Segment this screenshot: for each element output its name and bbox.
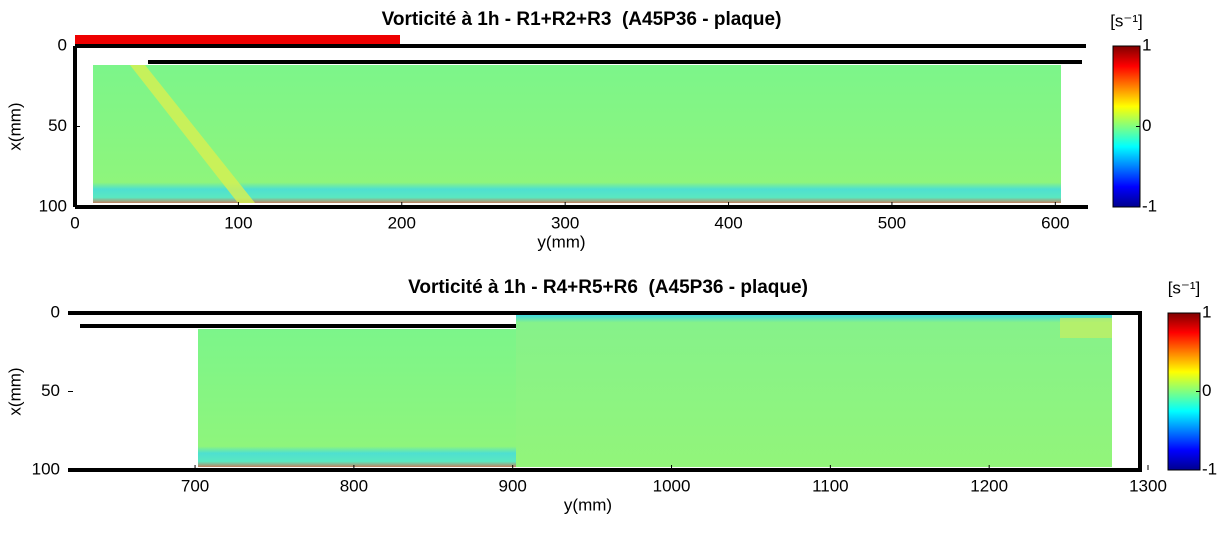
chart-title: Vorticité à 1h - R4+R5+R6 (A45P36 - plaq… — [408, 277, 808, 298]
chart-title: Vorticité à 1h - R1+R2+R3 (A45P36 - plaq… — [382, 9, 782, 30]
vortex-region — [1060, 318, 1112, 338]
y-tick-label: 50 — [41, 381, 60, 400]
colorbar-tick-label: 1 — [1202, 302, 1211, 321]
x-tick-label: 800 — [340, 476, 368, 495]
y-tick-label: 100 — [32, 459, 60, 478]
x-tick-label: 200 — [388, 213, 416, 232]
y-tick-label: 100 — [39, 196, 67, 215]
x-tick-label: 600 — [1041, 213, 1069, 232]
colorbar-tick-label: 1 — [1142, 35, 1151, 54]
x-tick-label: 0 — [70, 213, 79, 232]
colorbar-label: [s⁻¹] — [1168, 278, 1201, 297]
vortex-band — [130, 65, 255, 203]
colorbar-label: [s⁻¹] — [1110, 11, 1143, 30]
colorbar-tick-label: -1 — [1202, 459, 1217, 478]
colorbar-tick-label: 0 — [1202, 381, 1211, 400]
y-tick-label: 0 — [51, 302, 60, 321]
y-tick-label: 50 — [48, 116, 67, 135]
colorbar — [1167, 312, 1201, 471]
x-tick-label: 500 — [878, 213, 906, 232]
x-axis-label: y(mm) — [537, 232, 585, 251]
vorticity-field — [516, 315, 1112, 467]
x-tick-label: 1100 — [812, 476, 849, 495]
x-tick-label: 100 — [224, 213, 252, 232]
x-tick-label: 1200 — [970, 476, 1008, 495]
x-axis-label: y(mm) — [564, 495, 612, 514]
y-axis-label: x(mm) — [5, 102, 24, 150]
x-tick-label: 1300 — [1129, 476, 1167, 495]
frame — [73, 44, 1088, 209]
x-tick-label: 300 — [551, 213, 579, 232]
x-tick-label: 900 — [499, 476, 527, 495]
x-tick-label: 700 — [181, 476, 209, 495]
colorbar — [1112, 45, 1141, 208]
colorbar-tick-label: 0 — [1142, 116, 1151, 135]
vorticity-field — [198, 329, 516, 467]
y-tick-label: 0 — [58, 35, 67, 54]
plate — [75, 35, 400, 46]
x-tick-label: 1000 — [653, 476, 691, 495]
y-axis-label: x(mm) — [5, 367, 24, 415]
frame — [68, 311, 1142, 472]
colorbar-tick-label: -1 — [1142, 196, 1157, 215]
vorticity-field — [93, 65, 1061, 203]
x-tick-label: 400 — [714, 213, 742, 232]
